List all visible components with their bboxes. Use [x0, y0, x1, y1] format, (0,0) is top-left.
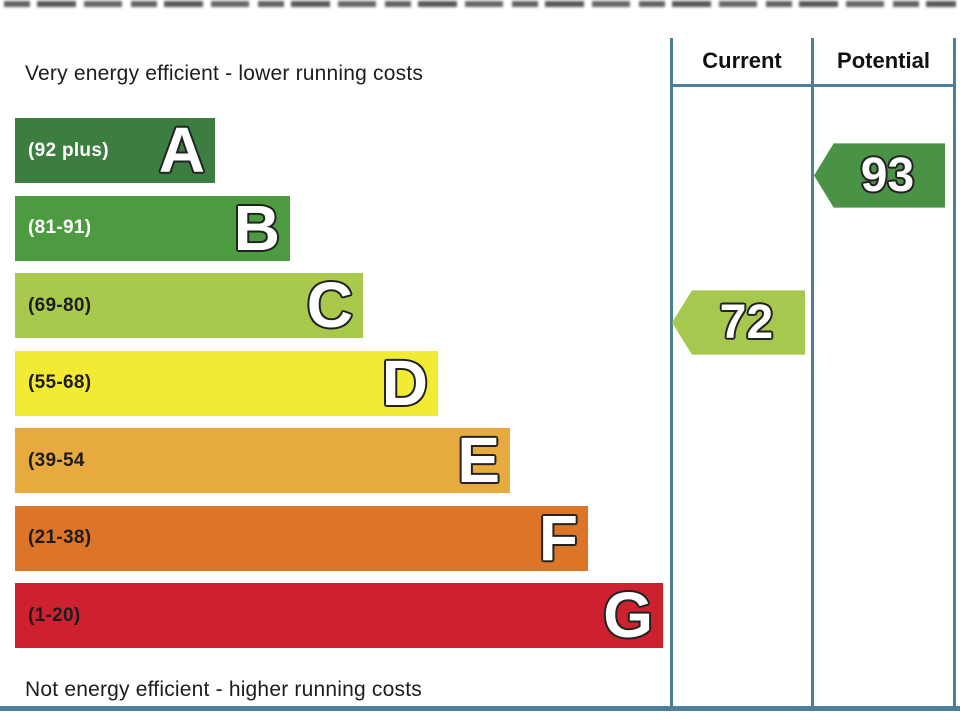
current-column-header: Current [702, 48, 782, 73]
band-letter: A [158, 114, 205, 186]
potential-rating-arrow: 93 [814, 142, 945, 209]
band-range-label: (55-68) [28, 372, 92, 393]
potential-column-header: Potential [837, 48, 930, 73]
top-caption: Very energy efficient - lower running co… [25, 62, 424, 85]
current-rating-value: 72 [719, 296, 774, 349]
band-row-G: (1-20) G [15, 583, 663, 648]
band-row-D: (55-68) D [15, 346, 438, 419]
band-row-F: (21-38) F [15, 501, 588, 574]
band-letter: E [457, 424, 500, 496]
potential-arrow-shape [814, 143, 945, 208]
bottom-caption: Not energy efficient - higher running co… [25, 678, 422, 701]
band-row-A: (92 plus) A [15, 118, 215, 183]
rating-bands: (92 plus) A (81-91) B (69-80) C (55-68) D (39-54… [15, 118, 675, 648]
band-row-E: (39-54 E [15, 428, 510, 493]
bottom-border-line [0, 706, 960, 711]
band-row-B: (81-91) B [15, 191, 290, 264]
current-arrow-shape [672, 290, 805, 355]
band-letter: G [603, 579, 653, 651]
band-row-C: (69-80) C [15, 273, 363, 338]
band-range-label: (21-38) [28, 527, 92, 548]
table-line-left [670, 38, 673, 710]
band-range-label: (92 plus) [28, 139, 109, 161]
band-letter: C [306, 269, 353, 341]
band-range-label: (81-91) [28, 217, 92, 238]
band-letter: D [381, 346, 428, 419]
band-letter: B [233, 191, 280, 264]
band-letter: F [538, 501, 578, 574]
band-range-label: (1-20) [28, 604, 81, 626]
potential-rating-value: 93 [860, 149, 915, 202]
cropped-text-artifact [4, 1, 956, 7]
current-rating-arrow: 72 [672, 289, 805, 356]
band-range-label: (69-80) [28, 294, 92, 316]
table-line-right [953, 38, 956, 710]
table-header-underline [670, 84, 956, 87]
table-line-divider [811, 38, 814, 710]
band-range-label: (39-54 [28, 449, 85, 471]
